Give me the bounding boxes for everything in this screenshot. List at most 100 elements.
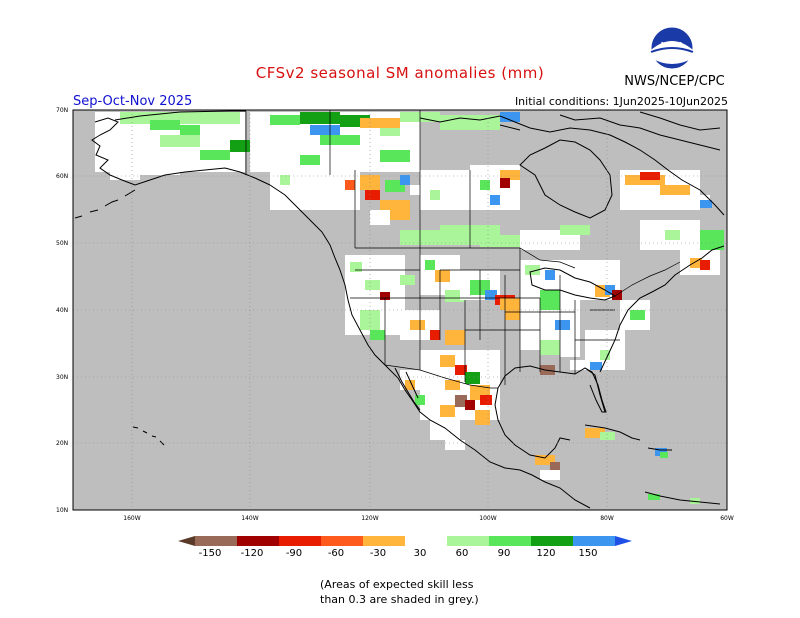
- anomaly-cell: [500, 420, 560, 460]
- lat-label: 30N: [56, 374, 68, 381]
- anomaly-cell: [230, 140, 250, 152]
- initial-conditions-label: Initial conditions: 1Jun2025-10Jun2025: [514, 95, 728, 108]
- anomaly-cell: [430, 330, 440, 340]
- skill-note: (Areas of expected skill less than 0.3 a…: [320, 577, 560, 607]
- lon-label: 60W: [720, 515, 734, 522]
- anomaly-cell: [700, 230, 724, 250]
- anomaly-cell: [200, 150, 230, 160]
- anomaly-cell: [320, 135, 360, 145]
- colorbar-segment: [531, 536, 573, 546]
- colorbar-label: -60: [328, 548, 344, 559]
- lon-label: 160W: [123, 515, 140, 522]
- lon-label: 120W: [361, 515, 378, 522]
- anomaly-cell: [410, 320, 425, 330]
- anomaly-cell: [425, 260, 435, 270]
- anomaly-cell: [405, 380, 415, 390]
- lat-label: 50N: [56, 240, 68, 247]
- anomaly-cell: [435, 270, 450, 282]
- anomaly-cell: [660, 185, 690, 195]
- anomaly-cell: [370, 210, 390, 225]
- anomaly-cell: [420, 170, 470, 210]
- anomaly-cell: [570, 360, 585, 370]
- colorbar-label: -120: [241, 548, 264, 559]
- anomaly-cell: [465, 400, 475, 410]
- lon-label: 100W: [479, 515, 496, 522]
- anomaly-cell: [535, 455, 555, 465]
- lon-label: 80W: [600, 515, 614, 522]
- agency-label: NWS/NCEP/CPC: [624, 74, 725, 89]
- latitude-axis: 70N 60N 50N 40N 30N 20N 10N: [56, 107, 68, 514]
- anomaly-cell: [465, 372, 480, 384]
- graticule: [73, 110, 727, 510]
- anomaly-cell: [160, 135, 200, 147]
- anomaly-cell: [360, 118, 400, 128]
- anomaly-cell: [480, 180, 490, 190]
- anomaly-cell: [648, 494, 660, 500]
- anomaly-cell: [415, 395, 425, 405]
- anomaly-cell: [480, 235, 520, 247]
- lat-label: 60N: [56, 173, 68, 180]
- anomaly-cell: [300, 155, 320, 165]
- lon-label: 140W: [241, 515, 258, 522]
- anomaly-cell: [440, 355, 455, 367]
- anomaly-cell: [505, 310, 520, 320]
- anomaly-cell: [480, 395, 492, 405]
- colorbar-segment: [195, 536, 237, 546]
- anomaly-cell: [455, 395, 467, 407]
- colorbar-segment: [573, 536, 615, 546]
- longitude-axis: 160W 140W 120W 100W 80W 60W: [123, 515, 734, 522]
- borders: [245, 110, 681, 389]
- anomaly-cell: [110, 170, 140, 180]
- anomaly-cell: [540, 340, 560, 355]
- anomaly-cell: [555, 320, 570, 330]
- anomaly-cell: [590, 362, 602, 370]
- colorbar-segment: [321, 536, 363, 546]
- anomaly-cell: [330, 160, 350, 172]
- anomaly-cell: [600, 350, 610, 360]
- anomaly-cell: [410, 185, 425, 195]
- colorbar-segment: [363, 536, 405, 546]
- anomaly-cell: [365, 190, 380, 200]
- anomaly-cell: [485, 290, 497, 300]
- colorbar-arrow-right: [615, 536, 632, 546]
- anomaly-cell: [500, 178, 510, 188]
- colorbar-labels: -150 -120 -90 -60 -30 30 60 90 120 150: [199, 548, 598, 559]
- anomaly-cell: [665, 230, 680, 240]
- colorbar-segment: [405, 536, 447, 546]
- lat-label: 20N: [56, 440, 68, 447]
- anomaly-cell: [500, 112, 520, 122]
- colorbar-arrow-left: [178, 536, 195, 546]
- anomaly-cell: [300, 112, 340, 124]
- anomaly-cell: [540, 290, 560, 310]
- anomaly-cell: [455, 365, 467, 375]
- anomaly-cell: [150, 120, 180, 130]
- anomaly-cell: [445, 440, 465, 450]
- anomaly-cell: [350, 262, 362, 272]
- anomaly-cell: [540, 470, 560, 480]
- colorbar-label: -90: [286, 548, 302, 559]
- land-cells: [95, 112, 724, 504]
- anomaly-cell: [370, 330, 385, 340]
- anomaly-cell: [500, 170, 520, 180]
- map-frame: [72, 109, 728, 511]
- anomaly-cell: [545, 270, 555, 280]
- anomaly-cell: [280, 175, 290, 185]
- anomaly-cell: [560, 225, 590, 235]
- logo-text: NOAA: [661, 41, 684, 49]
- anomaly-cell: [430, 420, 460, 440]
- anomaly-cell: [270, 115, 300, 125]
- anomaly-cell: [600, 432, 615, 440]
- anomaly-cell: [180, 125, 200, 137]
- colorbar-label: 60: [456, 548, 469, 559]
- colorbar-segment: [489, 536, 531, 546]
- colorbar-label: 120: [536, 548, 555, 559]
- lat-label: 70N: [56, 107, 68, 114]
- anomaly-cell: [380, 150, 410, 162]
- colorbar-label: 90: [498, 548, 511, 559]
- anomaly-cell: [445, 380, 460, 390]
- anomaly-cell: [380, 292, 390, 302]
- lat-label: 10N: [56, 507, 68, 514]
- colorbar-label: 30: [414, 548, 427, 559]
- colorbar-label: 150: [578, 548, 597, 559]
